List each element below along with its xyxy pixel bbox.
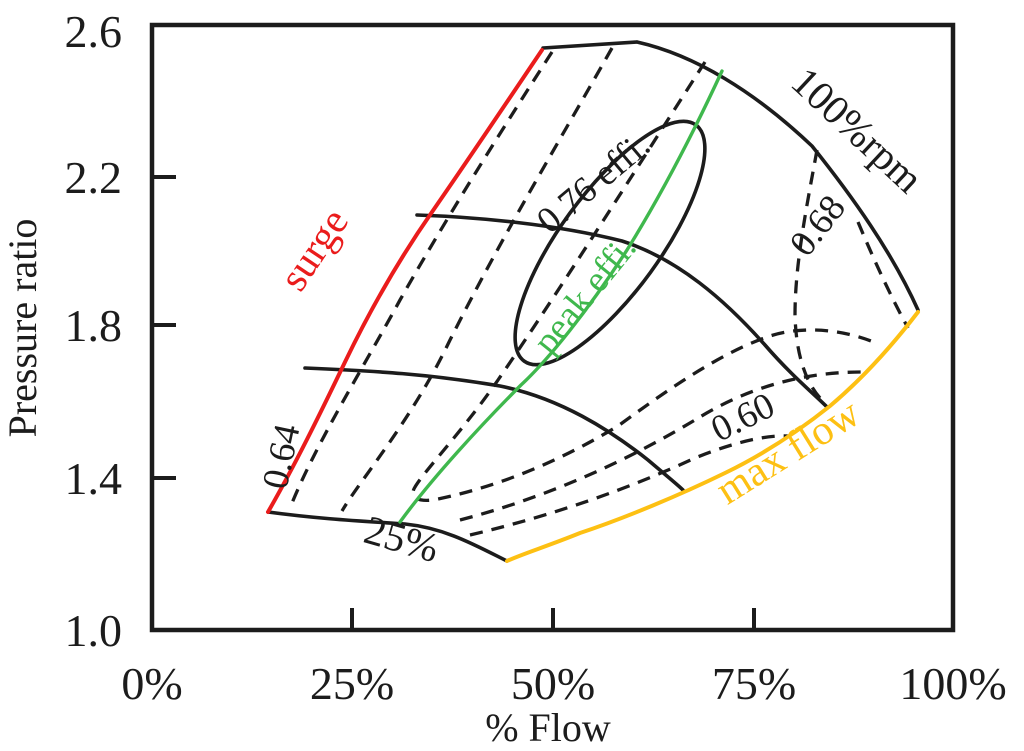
y-tick-label-1.4: 1.4: [65, 453, 123, 504]
efficiency-076-label: 0.76 effi.: [529, 124, 658, 242]
y-tick-label-1.0: 1.0: [65, 605, 123, 656]
surge-line: [266, 48, 544, 514]
max-flow-line: [505, 310, 920, 563]
y-tick-label-1.8: 1.8: [65, 300, 123, 351]
x-tick-label-0: 0%: [121, 658, 182, 709]
contour-072-loop: [411, 61, 877, 503]
y-tick-labels: 2.6 2.2 1.8 1.4 1.0: [65, 6, 123, 656]
contour-064-right: [856, 221, 910, 329]
speed-lines: [266, 40, 920, 563]
peak-efficiency-line: [398, 69, 724, 524]
x-tick-label-100: 100%: [899, 658, 1006, 709]
x-axis-ticks: [350, 608, 756, 628]
speed-25-label: 25%: [359, 506, 444, 571]
contour-fan-2: [459, 370, 863, 522]
efficiency-064-label: 0.64: [255, 421, 309, 493]
surge-label: surge: [270, 200, 357, 299]
x-tick-label-50: 50%: [511, 658, 595, 709]
plot-border: [149, 22, 956, 633]
contour-060: [469, 434, 789, 537]
speed-line-100rpm: [541, 40, 920, 312]
y-axis-ticks: [154, 175, 176, 480]
contour-068-right: [793, 149, 827, 405]
speed-line-75rpm: [415, 213, 829, 409]
x-tick-label-75: 75%: [712, 658, 796, 709]
contour-068-left: [340, 47, 614, 512]
x-tick-label-25: 25%: [310, 658, 394, 709]
efficiency-068-label: 0.68: [782, 188, 854, 264]
y-axis-title: Pressure ratio: [0, 219, 45, 438]
speed-100rpm-label: 100%rpm: [783, 58, 933, 202]
x-tick-labels: 0% 25% 50% 75% 100%: [121, 658, 1006, 709]
y-tick-label-2.2: 2.2: [65, 152, 123, 203]
plot-labels: surge max flow peak effi. 0.76 effi. 100…: [255, 58, 932, 571]
contour-064-left: [288, 51, 554, 509]
speed-line-50rpm: [303, 366, 685, 492]
y-tick-label-2.6: 2.6: [65, 6, 123, 57]
speed-line-25rpm: [266, 510, 509, 563]
x-axis-title: % Flow: [485, 705, 611, 750]
